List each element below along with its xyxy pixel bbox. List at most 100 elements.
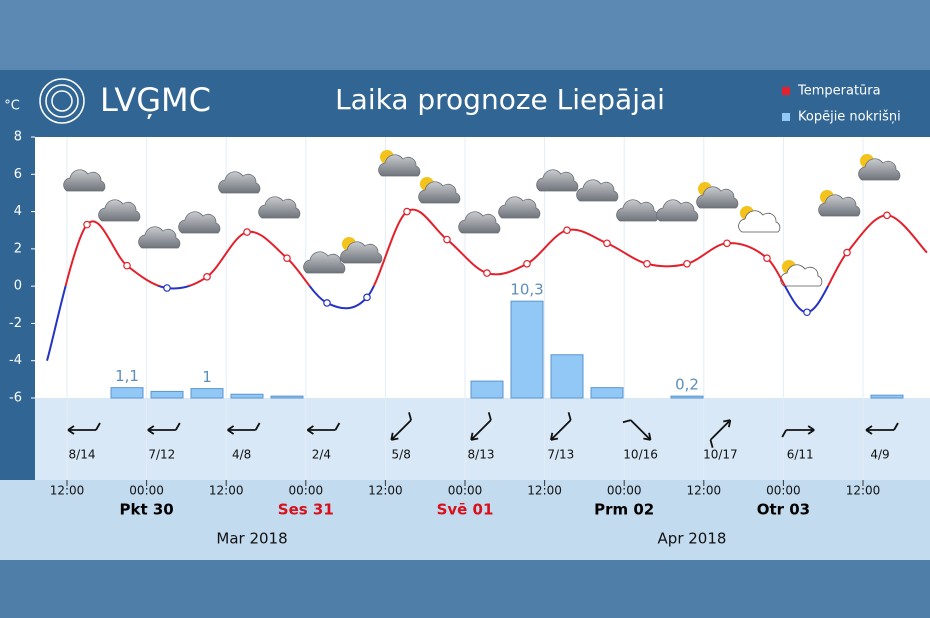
y-tick-label: -2 [9,316,22,331]
day-label: Otr 03 [757,501,810,519]
precip-label: 1 [202,368,212,386]
temperature-point [763,254,771,262]
precip-bar [870,394,904,399]
plot-area [35,137,930,398]
temperature-point [523,259,531,268]
temperature-point [603,239,611,248]
wind-head [227,425,235,435]
wind-arrow [227,422,261,435]
precip-bar [550,354,584,399]
y-tick-label: -4 [9,353,22,368]
x-tick-label: 12:00 [209,484,244,498]
weather-icon [858,154,901,181]
weather-icon [696,182,739,209]
weather-icon [616,199,659,222]
wind-head [147,425,155,435]
wind-arrow [470,412,492,441]
top-band [0,0,930,70]
temperature-point [563,226,571,235]
temperature-point [643,259,651,268]
cloud [656,199,699,222]
temperature-point [443,235,451,244]
temperature-point [723,239,731,248]
weather-icon [98,199,141,222]
temperature-point [163,284,171,292]
temperature-point [803,308,811,317]
wind-barb [95,422,101,431]
cloud [616,199,659,222]
cloud [458,211,501,234]
weather-icon [498,196,541,219]
cloud [780,264,823,287]
weather-icon [818,190,861,217]
y-tick-label: 0 [14,279,22,294]
wind-label: 8/13 [468,448,495,462]
precip-bar [470,380,504,399]
precip-bar [150,390,184,399]
temperature-point [243,228,251,236]
wind-barb [408,412,412,421]
cloud [418,181,461,204]
weather-icon [458,211,501,234]
x-tick-label: 00:00 [607,484,642,498]
cloud [340,241,383,264]
x-tick-label: 00:00 [129,484,164,498]
wind-barb [622,419,631,424]
legend-label: Kopējie nokrišņi [798,110,901,125]
precip-label: 1,1 [115,367,139,385]
cloud [258,196,301,219]
weather-icon [258,196,301,219]
temperature-point [363,293,371,302]
y-tick-label: 2 [14,241,22,256]
wind-barb [254,422,261,431]
wind-barb [334,422,341,431]
wind-label: 8/14 [69,448,96,462]
wind-head [306,425,314,435]
day-label: Svē 01 [437,501,494,519]
wind-barb [487,412,492,421]
wind-shaft [390,419,412,441]
weather-icon [340,237,383,264]
day-label: Prm 02 [594,501,654,519]
legend-label: Temperatūra [797,84,881,99]
temperature-point [83,220,91,229]
weather-icon [218,171,261,194]
legend-swatch [782,87,790,95]
wind-label: 6/11 [787,448,814,462]
wind-label: 10/17 [703,448,738,462]
title: Laika prognoze Liepājai [335,83,665,116]
day-label: Ses 31 [278,501,334,519]
wind-head [643,432,652,441]
cloud [498,196,541,219]
wind-head [807,425,815,435]
weather-icon [178,211,221,234]
wind-arrow [781,425,815,438]
weather-icon [780,260,823,287]
wind-label: 5/8 [392,448,411,462]
wind-shaft [550,419,572,441]
wind-barb [709,439,714,448]
precip-bar [590,387,624,399]
temperature-point [843,248,851,257]
cloud [303,251,346,274]
wind-area [35,398,930,480]
temperature-point [123,261,131,270]
weather-icon [138,226,181,249]
temperature-line [46,208,928,361]
y-tick-label: 6 [14,167,22,182]
x-tick-label: 12:00 [368,484,403,498]
temperature-point [683,259,691,268]
temperature-point [323,299,331,307]
wind-arrow [622,419,652,441]
x-tick-label: 12:00 [846,484,881,498]
wind-shaft [709,419,731,441]
logo: LVĢMC [100,81,211,119]
wind-label: 10/16 [623,448,658,462]
weather-icon [656,199,699,222]
legend-swatch [782,113,790,121]
cloud [536,169,579,192]
temperature-point [483,269,491,277]
weather-icon [303,251,346,274]
